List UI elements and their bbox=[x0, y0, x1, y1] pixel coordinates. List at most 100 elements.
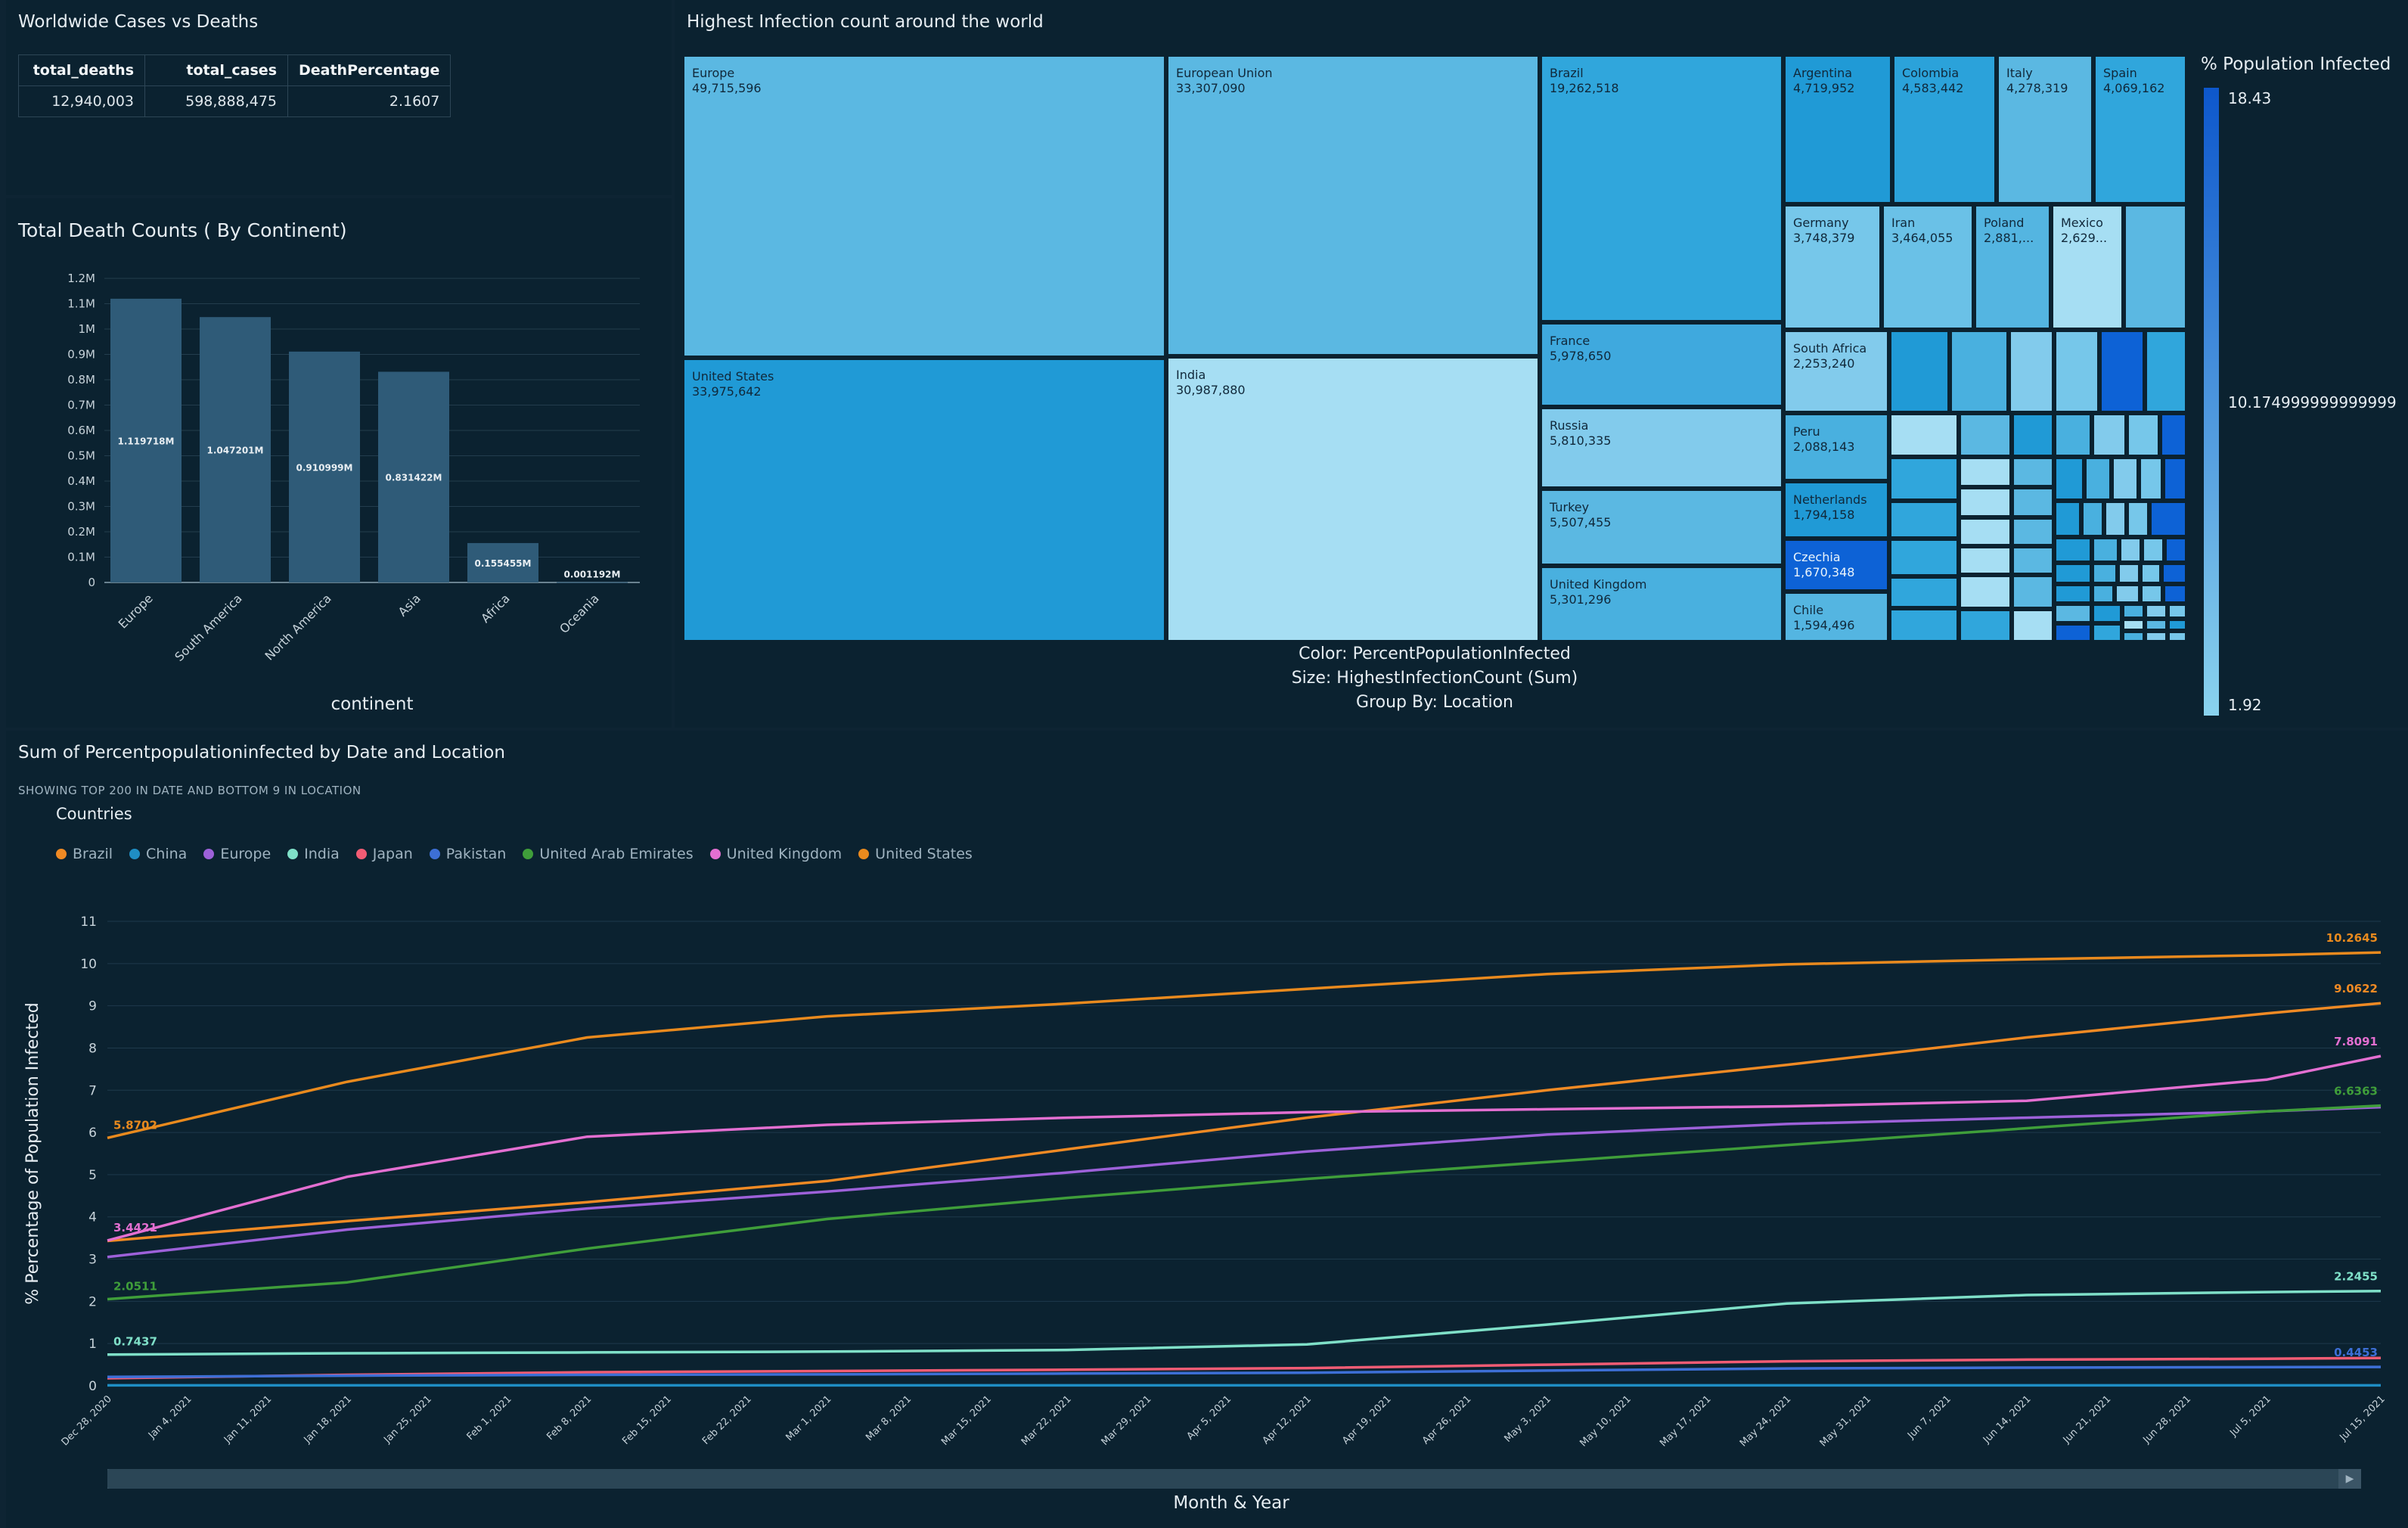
treemap-cell-small[interactable] bbox=[2009, 330, 2054, 413]
series-line-united-states[interactable] bbox=[107, 951, 2382, 1140]
treemap-cell-small[interactable] bbox=[2142, 537, 2164, 563]
treemap-cell-small[interactable] bbox=[2092, 563, 2118, 584]
treemap-cell-small[interactable] bbox=[2092, 537, 2119, 563]
kpi-header-death-percentage[interactable]: DeathPercentage bbox=[287, 54, 452, 86]
series-line-india[interactable] bbox=[107, 1289, 2382, 1356]
treemap-cell-small[interactable] bbox=[2092, 604, 2122, 623]
treemap-cell-small[interactable] bbox=[2122, 619, 2145, 631]
treemap-cell-small[interactable] bbox=[2163, 584, 2187, 604]
legend-item-united-states[interactable]: United States bbox=[858, 846, 973, 862]
treemap-cell-small[interactable] bbox=[2054, 537, 2092, 563]
treemap-cell-brazil[interactable]: Brazil 19,262,518 bbox=[1540, 54, 1783, 322]
treemap-cell-small[interactable] bbox=[1959, 546, 2012, 575]
legend-item-united-kingdom[interactable]: United Kingdom bbox=[709, 846, 842, 862]
treemap-cell-small[interactable] bbox=[2112, 457, 2139, 501]
treemap-cell-small[interactable] bbox=[2168, 619, 2187, 631]
treemap-cell-poland[interactable]: Poland 2,881,... bbox=[1974, 204, 2051, 330]
treemap-cell-small[interactable] bbox=[2012, 546, 2054, 575]
treemap-cell-mexico[interactable]: Mexico 2,629... bbox=[2051, 204, 2124, 330]
series-line-united-arab-emirates[interactable] bbox=[107, 1104, 2382, 1301]
treemap-cell-small[interactable] bbox=[1889, 457, 1959, 501]
treemap-cell-small[interactable] bbox=[2119, 537, 2142, 563]
treemap-cell-small[interactable] bbox=[2127, 501, 2149, 537]
legend-item-india[interactable]: India bbox=[287, 846, 340, 862]
treemap-cell-france[interactable]: France 5,978,650 bbox=[1540, 322, 1783, 407]
treemap-cell-small[interactable] bbox=[2104, 501, 2127, 537]
treemap-cell-germany[interactable]: Germany 3,748,379 bbox=[1783, 204, 1882, 330]
treemap-cell-small[interactable] bbox=[2012, 457, 2054, 487]
bar-asia[interactable] bbox=[378, 371, 449, 582]
treemap-cell-small[interactable] bbox=[2164, 537, 2187, 563]
date-scrollbar[interactable] bbox=[107, 1469, 2361, 1489]
treemap-cell-small[interactable] bbox=[2139, 457, 2163, 501]
treemap-cell-united-kingdom[interactable]: United Kingdom 5,301,296 bbox=[1540, 566, 1783, 642]
treemap-cell-small[interactable] bbox=[2122, 604, 2145, 619]
treemap-cell-small[interactable] bbox=[2012, 575, 2054, 609]
scroll-right-button[interactable]: ▶ bbox=[2338, 1469, 2361, 1489]
treemap-cell-small[interactable] bbox=[2084, 457, 2112, 501]
treemap-cell-small[interactable] bbox=[2081, 501, 2104, 537]
treemap-cell-small[interactable] bbox=[1889, 413, 1959, 457]
treemap-cell-small[interactable] bbox=[2145, 330, 2187, 413]
bar-europe[interactable] bbox=[110, 298, 182, 582]
treemap-cell-small[interactable] bbox=[2092, 584, 2115, 604]
treemap-cell-europe[interactable]: Europe 49,715,596 bbox=[682, 54, 1166, 358]
treemap-cell-small[interactable] bbox=[2092, 413, 2127, 457]
treemap-cell-peru[interactable]: Peru 2,088,143 bbox=[1783, 413, 1889, 481]
treemap-cell-small[interactable] bbox=[2012, 487, 2054, 517]
treemap-cell-small[interactable] bbox=[2168, 631, 2187, 642]
treemap-cell-small[interactable] bbox=[2054, 604, 2092, 623]
treemap-cell-small[interactable] bbox=[2054, 330, 2099, 413]
treemap-cell-small[interactable] bbox=[2054, 563, 2092, 584]
treemap-cell-small[interactable] bbox=[2099, 330, 2145, 413]
treemap-cell-small[interactable] bbox=[2122, 631, 2145, 642]
series-line-brazil[interactable] bbox=[107, 1002, 2382, 1243]
treemap-cell-colombia[interactable]: Colombia 4,583,442 bbox=[1892, 54, 1997, 204]
treemap-cell-chile[interactable]: Chile 1,594,496 bbox=[1783, 592, 1889, 642]
treemap-cell-small[interactable] bbox=[1959, 413, 2012, 457]
treemap-cell-small[interactable] bbox=[1959, 609, 2012, 642]
legend-item-europe[interactable]: Europe bbox=[203, 846, 271, 862]
treemap-cell-small[interactable] bbox=[2161, 563, 2187, 584]
treemap-cell-small[interactable] bbox=[2054, 584, 2092, 604]
treemap-cell-small[interactable] bbox=[1959, 575, 2012, 609]
legend-item-brazil[interactable]: Brazil bbox=[56, 846, 113, 862]
treemap-cell-small[interactable] bbox=[2012, 517, 2054, 546]
series-line-europe[interactable] bbox=[107, 1105, 2382, 1259]
treemap-cell-small[interactable] bbox=[1889, 539, 1959, 576]
treemap-cell-small[interactable] bbox=[1889, 576, 1959, 608]
bar-africa[interactable] bbox=[467, 542, 538, 582]
legend-item-united-arab-emirates[interactable]: United Arab Emirates bbox=[523, 846, 694, 862]
treemap-cell-small[interactable] bbox=[2145, 604, 2168, 619]
series-line-united-kingdom[interactable] bbox=[107, 1054, 2382, 1242]
treemap-cell-italy[interactable]: Italy 4,278,319 bbox=[1997, 54, 2093, 204]
treemap-cell-small[interactable] bbox=[1950, 330, 2009, 413]
treemap-cell-small[interactable] bbox=[2145, 631, 2168, 642]
treemap-cell-european-union[interactable]: European Union 33,307,090 bbox=[1166, 54, 1540, 356]
legend-item-china[interactable]: China bbox=[129, 846, 187, 862]
bar-north-america[interactable] bbox=[289, 351, 360, 582]
treemap-cell-russia[interactable]: Russia 5,810,335 bbox=[1540, 407, 1783, 489]
treemap-cell-small[interactable] bbox=[2012, 609, 2054, 642]
treemap-cell-small[interactable] bbox=[2012, 413, 2054, 457]
treemap-cell-argentina[interactable]: Argentina 4,719,952 bbox=[1783, 54, 1892, 204]
legend-item-japan[interactable]: Japan bbox=[355, 846, 413, 862]
treemap-cell-small[interactable] bbox=[2160, 413, 2187, 457]
treemap-cell-india[interactable]: India 30,987,880 bbox=[1166, 356, 1540, 642]
treemap-cell-small[interactable] bbox=[2054, 457, 2084, 501]
legend-item-pakistan[interactable]: Pakistan bbox=[429, 846, 506, 862]
series-line-japan[interactable] bbox=[107, 1356, 2382, 1380]
bar-south-america[interactable] bbox=[200, 317, 271, 582]
treemap-cell-small[interactable] bbox=[1959, 487, 2012, 517]
treemap-cell-small[interactable] bbox=[1889, 330, 1950, 413]
treemap-cell-small[interactable] bbox=[1889, 608, 1959, 642]
treemap-cell-small[interactable] bbox=[2115, 584, 2140, 604]
treemap-cell-small[interactable] bbox=[2054, 501, 2081, 537]
treemap-cell-united-states[interactable]: United States 33,975,642 bbox=[682, 358, 1166, 642]
treemap-cell-czechia[interactable]: Czechia 1,670,348 bbox=[1783, 539, 1889, 592]
treemap-cell-small[interactable] bbox=[2140, 584, 2163, 604]
treemap-cell-netherlands[interactable]: Netherlands 1,794,158 bbox=[1783, 481, 1889, 539]
treemap-cell-small[interactable] bbox=[2124, 204, 2187, 330]
kpi-header-total-deaths[interactable]: total_deaths bbox=[18, 54, 145, 86]
treemap-cell-turkey[interactable]: Turkey 5,507,455 bbox=[1540, 489, 1783, 566]
